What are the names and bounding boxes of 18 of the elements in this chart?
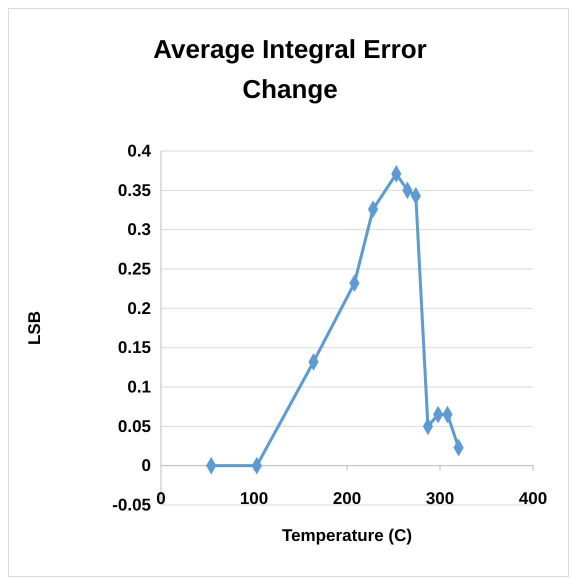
y-tick-label: 0.05 <box>118 416 151 436</box>
y-tick-label: 0 <box>142 456 151 476</box>
x-tick-label: 0 <box>156 489 166 508</box>
y-tick-label: 0.4 <box>127 141 152 160</box>
x-tick-label: 300 <box>426 489 454 508</box>
x-tick-label: 400 <box>518 489 548 508</box>
y-tick-label: 0.2 <box>127 298 151 318</box>
y-tick-label: 0.35 <box>118 180 151 200</box>
y-tick-label: 0.25 <box>118 259 151 278</box>
y-tick-label: 0.3 <box>127 220 151 240</box>
chart-title: Average Integral Error Change <box>153 34 427 104</box>
y-tick-label: -0.05 <box>112 495 151 514</box>
x-axis-title: Temperature (C) <box>282 526 412 545</box>
x-tick-label: 200 <box>332 489 362 508</box>
x-tick-label: 100 <box>240 489 268 508</box>
y-tick-label: 0.15 <box>118 338 151 358</box>
y-axis-title: LSB <box>25 311 44 345</box>
y-tick-label: 0.1 <box>127 377 151 396</box>
